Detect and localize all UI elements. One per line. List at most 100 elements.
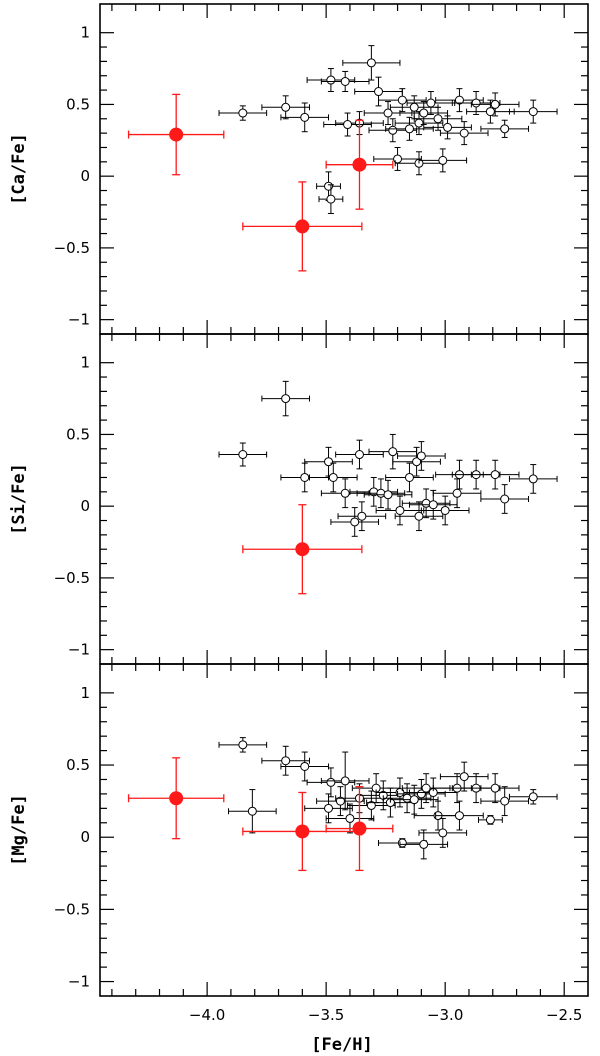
point-marker <box>388 125 398 135</box>
data-point <box>418 817 468 848</box>
highlight-point <box>242 791 363 872</box>
point-marker <box>247 806 257 816</box>
point-marker <box>354 450 364 460</box>
y-tick-label: −0.5 <box>54 239 90 257</box>
data-point <box>218 737 268 753</box>
point-marker <box>300 112 310 122</box>
point-marker <box>443 122 453 132</box>
data-point <box>323 112 372 137</box>
highlight-marker <box>295 542 310 557</box>
data-point <box>477 815 503 825</box>
data-point <box>439 121 489 146</box>
data-point <box>375 495 425 526</box>
data-point <box>401 488 451 519</box>
data-point <box>508 464 558 494</box>
data-point <box>423 115 472 140</box>
highlight-marker <box>295 219 310 234</box>
y-axis-label: [Ca/Fe] <box>9 133 29 205</box>
point-marker <box>281 102 291 112</box>
highlight-point <box>127 93 225 176</box>
point-marker <box>300 761 310 771</box>
point-marker <box>500 494 510 504</box>
data-point <box>470 92 520 117</box>
point-marker <box>438 155 448 165</box>
point-marker <box>454 95 464 105</box>
point-marker <box>397 95 407 105</box>
panels-layer: 1 0.5 0 −0.5 −1 [Ca/Fe] 1 0.5 0 −0.5 −1 [Si/Fe] 1 0.5… <box>9 3 589 1024</box>
data-point <box>373 146 422 171</box>
y-tick-label: −1 <box>68 311 90 329</box>
point-marker <box>459 128 469 138</box>
point-marker <box>528 792 538 802</box>
point-marker <box>421 498 431 508</box>
point-marker <box>326 75 336 85</box>
data-point <box>392 446 441 477</box>
point-marker <box>459 772 469 782</box>
point-marker <box>414 118 424 128</box>
point-marker <box>326 194 336 204</box>
point-marker <box>383 108 393 118</box>
y-axis-label: [Si/Fe] <box>9 463 29 535</box>
point-marker <box>490 783 500 793</box>
data-point <box>363 101 413 126</box>
data-point <box>394 501 444 532</box>
data-point <box>378 88 427 113</box>
y-axis-label: [Mg/Fe] <box>9 794 29 866</box>
point-marker <box>428 500 438 510</box>
point-marker <box>345 813 355 823</box>
data-point <box>228 789 277 834</box>
point-marker <box>438 828 448 838</box>
highlight-point <box>325 119 394 210</box>
data-point <box>335 439 384 470</box>
point-marker <box>357 511 367 521</box>
data-point <box>399 829 449 860</box>
y-tick-label: −0.5 <box>54 569 90 587</box>
data-point <box>480 119 529 138</box>
point-marker <box>528 107 538 117</box>
y-tick-label: 0.5 <box>66 425 90 443</box>
point-marker <box>421 783 431 793</box>
point-marker <box>485 815 495 825</box>
highlight-marker <box>352 157 367 172</box>
x-axis-label: [Fe/H] <box>311 1035 372 1055</box>
point-marker <box>409 102 419 112</box>
highlight-marker <box>169 791 184 806</box>
point-marker <box>340 76 350 86</box>
point-marker <box>238 108 248 118</box>
y-tick-label: 1 <box>80 24 90 42</box>
data-point <box>320 478 370 509</box>
point-marker <box>335 796 345 806</box>
point-marker <box>412 457 422 467</box>
data-point <box>304 793 353 824</box>
point-marker <box>366 58 376 68</box>
point-marker <box>409 795 419 805</box>
point-marker <box>388 447 398 457</box>
point-marker <box>374 87 384 97</box>
data-point <box>480 786 529 817</box>
data-point <box>308 462 358 493</box>
y-tick-label: 0 <box>80 167 90 185</box>
data-point <box>480 484 529 514</box>
highlight-point <box>127 757 225 840</box>
panel-ca: 1 0.5 0 −0.5 −1 [Ca/Fe] <box>9 3 589 335</box>
highlight-marker <box>295 824 310 839</box>
data-point <box>420 495 470 526</box>
y-tick-label: 1 <box>80 684 90 702</box>
data-point <box>397 778 446 809</box>
point-marker <box>340 776 350 786</box>
point-marker <box>433 114 443 124</box>
panel-si: 1 0.5 0 −0.5 −1 [Si/Fe] <box>9 333 589 665</box>
data-point <box>218 105 268 121</box>
panel-mg: 1 0.5 0 −0.5 −1 [Mg/Fe] −4.0 −3.5 −3.0 −2.5 <box>9 663 589 1024</box>
data-point <box>363 479 413 510</box>
data-point <box>439 761 489 792</box>
point-marker <box>404 124 414 134</box>
data-point <box>261 95 310 120</box>
y-tick-label: 0.5 <box>66 95 90 113</box>
data-point <box>306 767 356 798</box>
point-marker <box>376 488 386 498</box>
data-point <box>470 459 520 490</box>
point-marker <box>328 472 338 482</box>
data-point <box>280 751 330 782</box>
